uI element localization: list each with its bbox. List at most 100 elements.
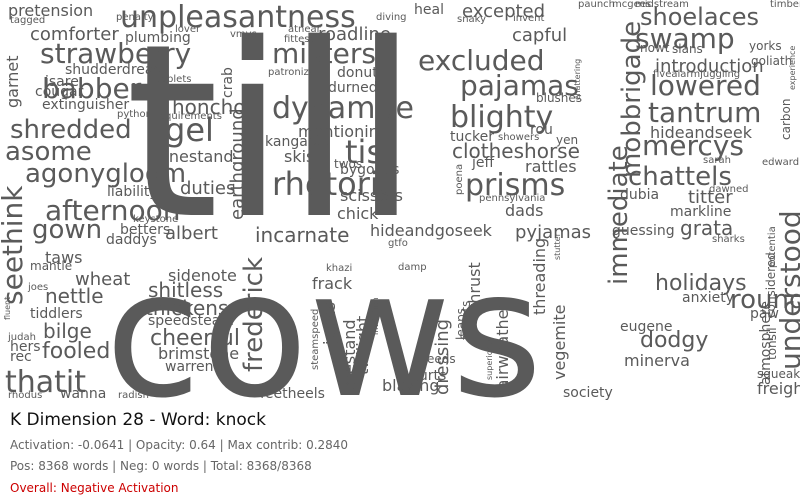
- cloud-word-invitation: invitation: [371, 297, 380, 335]
- word-cloud-canvas: tillcowsunpleasantnessstrawberrybabbersh…: [0, 0, 800, 405]
- cloud-word-kangaroo: kangaroo: [265, 134, 330, 150]
- cloud-word-invent: invent: [513, 13, 545, 24]
- cloud-word-freight: freight: [757, 379, 800, 398]
- cloud-word-skis: skis: [284, 147, 314, 166]
- cloud-word-pennsylvania: pennsylvania: [479, 193, 545, 204]
- cloud-word-yen: yen: [556, 133, 578, 147]
- cloud-word-hurts: hurts: [410, 368, 446, 384]
- cloud-word-rhodus: rhodus: [8, 390, 42, 401]
- cloud-word-patronize: patronize: [268, 67, 315, 78]
- cloud-word-squeak: squeak: [757, 367, 800, 381]
- cloud-word-shitless: shitless: [148, 278, 223, 302]
- cloud-word-immediate: immediate: [604, 145, 634, 285]
- cloud-word-heal: heal: [414, 2, 444, 18]
- cloud-word-introduction: introduction: [655, 56, 764, 77]
- cloud-word-incarnate: incarnate: [255, 223, 349, 247]
- cloud-word-pajamas: pajamas: [460, 69, 579, 102]
- cloud-word-prisms: prisms: [465, 168, 565, 203]
- cloud-word-snaky: snaky: [457, 14, 486, 25]
- cloud-word-roundabouts: roundabouts: [730, 285, 800, 315]
- cloud-word-mcgees: mcgees: [612, 0, 651, 10]
- cloud-word-fooled: fooled: [42, 339, 110, 364]
- cloud-word-rhetoric: rhetoric: [272, 165, 396, 203]
- cloud-word-donuts: donuts: [337, 65, 385, 81]
- cloud-word-fluent: fluent: [3, 297, 12, 320]
- cloud-word-cows: cows: [105, 234, 543, 405]
- cloud-word-capful: capful: [512, 25, 567, 46]
- cloud-word-blushes: blushes: [536, 91, 582, 105]
- cloud-word-timbers: timbers: [770, 0, 800, 10]
- cloud-word-stutter: stutter: [553, 232, 562, 260]
- cloud-word-chattering: chattering: [573, 59, 582, 100]
- cloud-word-brimstone: brimstone: [158, 344, 239, 363]
- cloud-word-atnear: atnear: [288, 24, 322, 35]
- cloud-word-speedsteam: speedsteam: [148, 313, 234, 329]
- cloud-word-diving: diving: [376, 12, 407, 23]
- cloud-word-joes: joes: [27, 282, 48, 293]
- cloud-word-goliath: goliath: [751, 54, 792, 68]
- cloud-word-midstream: midstream: [635, 0, 689, 10]
- cloud-word-earthground: earthground: [227, 108, 248, 220]
- cloud-word-liability: liability: [107, 184, 158, 200]
- cloud-word-edward: edward: [762, 157, 799, 168]
- cloud-word-gtfo: gtfo: [388, 238, 408, 249]
- cloud-word-experience: experience: [788, 46, 797, 90]
- cloud-word-afternoon: afternoon: [45, 194, 181, 227]
- cloud-word-frack: frack: [312, 274, 353, 293]
- cloud-word-dads: dads: [505, 201, 543, 220]
- cloud-word-warren: warren: [165, 359, 213, 375]
- chart-title: K Dimension 28 - Word: knock: [10, 410, 266, 430]
- cloud-word-daddys: daddys: [106, 232, 157, 248]
- cloud-word-eugene: eugene: [620, 319, 672, 335]
- cloud-word-strawberry: strawberry: [40, 37, 191, 70]
- cloud-word-wanna: wanna: [60, 386, 106, 402]
- cloud-word-tis: tis: [345, 133, 383, 171]
- cloud-word-jeff: jeff: [471, 155, 495, 171]
- cloud-word-twilight: twilight: [353, 316, 372, 375]
- cloud-word-nowt: nowt: [640, 41, 670, 55]
- cloud-word-poena: poena: [454, 164, 465, 195]
- cloud-word-plumbing: plumbing: [125, 30, 191, 46]
- cloud-word-carbon: carbon: [779, 99, 793, 140]
- cloud-word-leaps: leaps: [454, 308, 468, 340]
- cloud-word-excepted: excepted: [462, 1, 545, 22]
- cloud-word-keystone: keystone: [133, 214, 178, 225]
- cloud-word-durned: durned: [328, 80, 378, 96]
- cloud-word-tucker: tucker: [450, 129, 494, 145]
- cloud-word-hers: hers: [10, 339, 41, 355]
- cloud-word-duties: duties: [180, 178, 235, 199]
- cloud-word-chick: chick: [337, 204, 379, 223]
- cloud-word-crab: crab: [220, 67, 236, 98]
- cloud-word-guessing: guessing: [612, 223, 675, 239]
- cloud-word-considered: considered: [764, 252, 778, 318]
- cloud-word-blighty: blighty: [450, 100, 553, 135]
- cloud-word-requirements: requirements: [155, 111, 222, 122]
- cloud-word-arestand: arestand: [340, 319, 359, 390]
- cloud-word-ferrets: ferrets: [459, 301, 473, 340]
- cloud-word-comforter: comforter: [30, 24, 119, 45]
- cloud-word-paw: paw: [750, 306, 779, 322]
- cloud-word-fittest: fittest: [284, 34, 314, 45]
- cloud-word-tiddlers: tiddlers: [30, 306, 83, 322]
- cloud-word-tantrum: tantrum: [648, 96, 761, 129]
- cloud-word-society: society: [563, 385, 613, 401]
- cloud-word-damp: damp: [398, 262, 427, 273]
- cloud-word-shoelaces: shoelaces: [640, 3, 759, 31]
- cloud-word-dynamite: dynamite: [272, 91, 414, 126]
- cloud-word-potentia: potentia: [767, 226, 778, 268]
- cloud-word-penalty: penalty: [116, 12, 154, 23]
- cloud-word-excluded: excluded: [418, 44, 545, 77]
- cloud-word-tagged: tagged: [10, 15, 45, 26]
- cloud-word-mobbrigade: mobbrigade: [617, 21, 647, 178]
- cloud-word-hideandgoseek: hideandgoseek: [370, 221, 493, 240]
- cloud-word-paunch: paunch: [578, 0, 615, 10]
- cloud-word-mercys: mercys: [642, 129, 744, 162]
- cloud-word-fairweather: fairweather: [493, 303, 512, 395]
- cloud-word-bleeds: bleeds: [416, 352, 456, 366]
- cloud-word-gel: gel: [165, 111, 214, 149]
- cloud-word-lover: lover: [175, 24, 201, 35]
- cloud-word-dubia: dubia: [620, 187, 659, 203]
- cloud-word-minerva: minerva: [624, 351, 690, 370]
- cloud-word-tonsil: tonsil: [765, 327, 779, 360]
- cloud-word-thickens: thickens: [145, 296, 228, 320]
